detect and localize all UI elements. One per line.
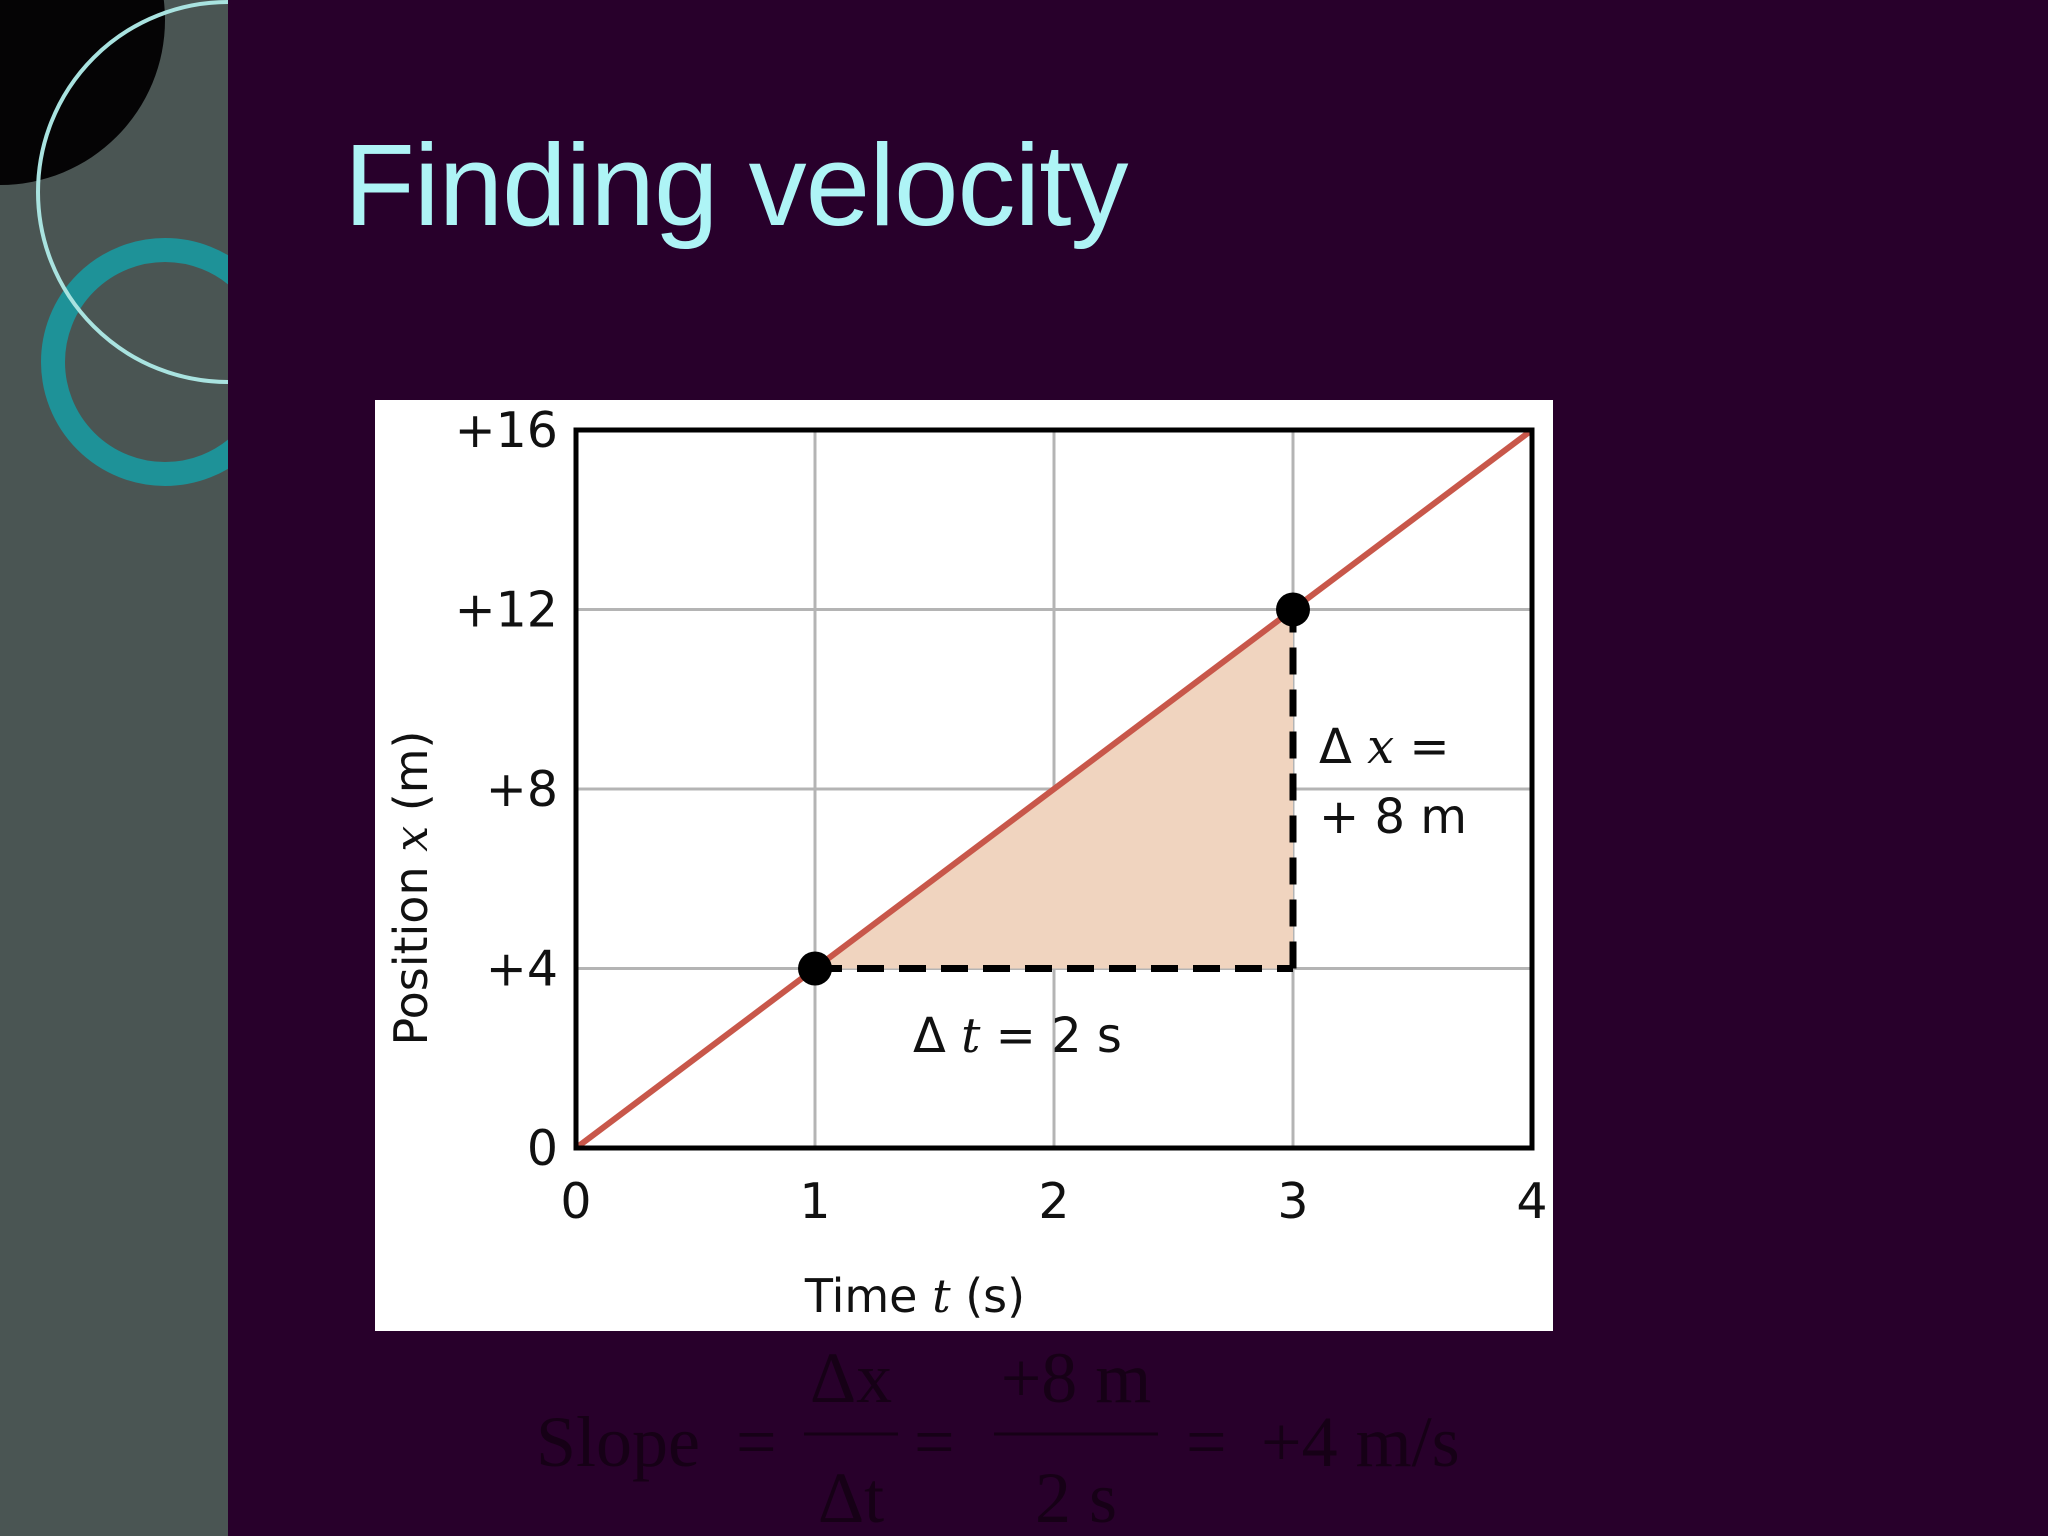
formula-frac2-numerator: +8 m xyxy=(1001,1342,1152,1418)
delta-t-annotation: Δ t = 2 s xyxy=(913,1008,1122,1064)
x-axis-label: Time t (s) xyxy=(804,1269,1025,1323)
formula-lhs: Slope xyxy=(536,1402,700,1482)
delta-x-annotation-value: + 8 m xyxy=(1319,789,1467,845)
data-point xyxy=(798,951,832,986)
y-tick-label: +12 xyxy=(455,582,558,639)
formula-frac1-numerator: Δx xyxy=(810,1342,892,1418)
plot-frame xyxy=(573,427,1535,1151)
data-point xyxy=(1276,592,1310,627)
formula-result: +4 m/s xyxy=(1261,1402,1460,1482)
x-tick-label: 2 xyxy=(1038,1173,1069,1230)
delta-x-annotation: Δ x = xyxy=(1319,719,1450,775)
y-axis-label: Position x (m) xyxy=(384,730,438,1045)
slope-formula: Slope = Δx Δt = +8 m 2 s = +4 m/s xyxy=(536,1342,1460,1536)
x-tick-label: 1 xyxy=(799,1173,830,1230)
x-tick-label: 3 xyxy=(1277,1173,1308,1230)
decorative-teal-ring xyxy=(41,238,228,486)
y-tick-label: 0 xyxy=(527,1120,558,1177)
formula-equals-1: = xyxy=(736,1402,777,1482)
decorative-sidebar xyxy=(0,0,228,1536)
slide-title: Finding velocity xyxy=(344,120,1128,250)
decorative-light-ring xyxy=(36,0,228,384)
position-time-chart: 0 1 2 3 4 0 +4 +8 +12 +16 Time t (s) Position x (m)… xyxy=(375,400,1553,1331)
decorative-dark-circle xyxy=(0,0,165,185)
position-line xyxy=(574,427,1534,1151)
chart-svg: 0 1 2 3 4 0 +4 +8 +12 +16 Time t (s) Position x (m)… xyxy=(384,402,1548,1323)
x-tick-label: 4 xyxy=(1516,1173,1547,1230)
y-tick-label: +16 xyxy=(455,402,558,459)
sidebar-background xyxy=(0,0,228,1536)
formula-frac2-denominator: 2 s xyxy=(1035,1458,1117,1536)
x-tick-label: 0 xyxy=(560,1173,591,1230)
formula-equals-3: = xyxy=(1186,1402,1227,1482)
formula-equals-2: = xyxy=(914,1402,955,1482)
y-tick-label: +8 xyxy=(486,761,558,818)
y-tick-label: +4 xyxy=(486,941,558,998)
formula-frac1-denominator: Δt xyxy=(818,1458,884,1536)
